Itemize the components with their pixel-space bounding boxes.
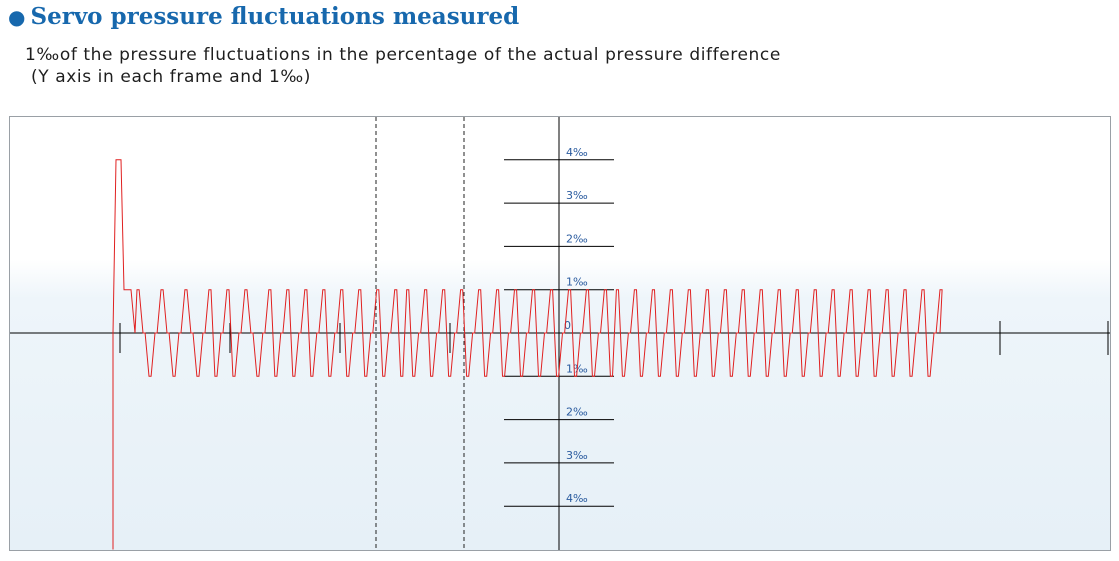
section-heading: ● Servo pressure fluctuations measured <box>8 3 519 30</box>
y-tick-label-3: 2‰ <box>566 232 588 245</box>
y-tick-label-5: 0 <box>564 319 571 332</box>
description-line-1: 1‰of the pressure fluctuations in the pe… <box>25 45 781 65</box>
bullet-icon: ● <box>8 5 26 29</box>
y-tick-label-2: 3‰ <box>566 189 588 202</box>
pressure-signal-line <box>112 159 943 550</box>
y-tick-label-4: 1‰ <box>566 276 588 289</box>
y-tick-label-8: 3‰ <box>566 449 588 462</box>
y-tick-label-1: 4‰ <box>566 146 588 159</box>
y-tick-label-7: 2‰ <box>566 406 588 419</box>
chart-description: 1‰of the pressure fluctuations in the pe… <box>25 44 781 88</box>
section-title: Servo pressure fluctuations measured <box>30 3 520 30</box>
description-line-2: (Y axis in each frame and 1‰) <box>31 67 312 87</box>
y-tick-label-9: 4‰ <box>566 492 588 505</box>
